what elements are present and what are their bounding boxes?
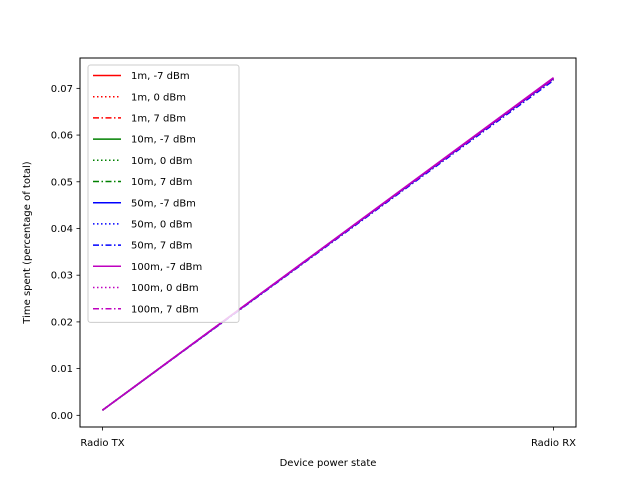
legend-label: 100m, -7 dBm: [131, 262, 202, 273]
legend-label: 50m, 7 dBm: [131, 241, 192, 252]
y-tick-label: 0.05: [51, 177, 73, 188]
y-tick-label: 0.06: [51, 131, 73, 142]
legend-label: 100m, 7 dBm: [131, 304, 199, 315]
series-layer: [102, 77, 554, 411]
legend-label: 50m, -7 dBm: [131, 198, 196, 209]
y-tick-label: 0.00: [51, 411, 73, 422]
legend-label: 10m, -7 dBm: [131, 135, 196, 146]
legend-label: 100m, 0 dBm: [131, 283, 199, 294]
plot-frame: [79, 57, 577, 428]
y-tick-label: 0.07: [51, 84, 73, 95]
y-tick-label: 0.02: [51, 317, 73, 328]
series-line: [102, 78, 554, 411]
x-tick-label: Radio TX: [80, 438, 124, 449]
legend-label: 50m, 0 dBm: [131, 220, 192, 231]
legend-label: 1m, -7 dBm: [131, 71, 190, 82]
legend-label: 1m, 0 dBm: [131, 92, 186, 103]
x-axis: Radio TX Radio RX: [80, 427, 576, 449]
y-axis-label: Time spent (percentage of total): [22, 161, 33, 324]
legend-box: [87, 64, 240, 323]
y-tick-label: 0.03: [51, 271, 73, 282]
x-axis-label: Device power state: [280, 458, 377, 469]
legend-label: 1m, 7 dBm: [131, 114, 186, 125]
x-tick-label: Radio RX: [531, 438, 576, 449]
y-tick-label: 0.04: [51, 224, 73, 235]
legend: 1m, -7 dBm 1m, 0 dBm 1m, 7 dBm 10m, -7 dBm 1…: [87, 64, 240, 323]
legend-label: 10m, 7 dBm: [131, 177, 192, 188]
legend-label: 10m, 0 dBm: [131, 156, 192, 167]
y-axis: 0.00 0.01 0.02 0.03 0.04 0.05 0.06 0.07: [51, 84, 80, 422]
y-tick-label: 0.01: [51, 364, 73, 375]
